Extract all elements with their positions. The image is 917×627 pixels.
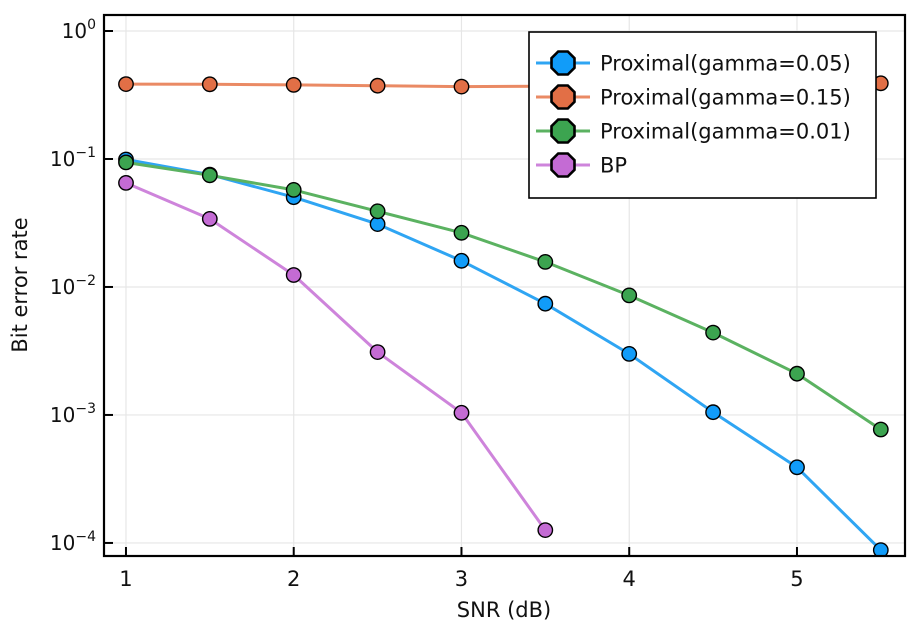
data-point-marker bbox=[118, 154, 134, 171]
series-Proximal(gamma=0.05) bbox=[118, 151, 889, 556]
legend-marker-octagon-icon bbox=[550, 152, 576, 178]
data-point-marker bbox=[453, 252, 470, 269]
data-point-marker bbox=[369, 344, 386, 360]
legend: Proximal(gamma=0.05) Proximal(gamma=0.15)… bbox=[528, 31, 877, 199]
data-point-marker bbox=[285, 77, 302, 93]
series-layer bbox=[118, 75, 889, 556]
x-tick-label: 5 bbox=[790, 567, 803, 591]
data-point-marker bbox=[285, 181, 302, 198]
legend-box bbox=[528, 31, 877, 199]
y-tick-label: 100 bbox=[62, 17, 96, 43]
legend-marker-octagon-icon bbox=[550, 118, 576, 144]
legend-label: BP bbox=[600, 154, 627, 178]
data-point-marker bbox=[621, 287, 638, 304]
legend-item-Proximal(gamma=0.01): Proximal(gamma=0.01) bbox=[536, 118, 851, 144]
data-point-marker bbox=[453, 404, 470, 421]
data-point-marker bbox=[789, 459, 805, 476]
axis-ticks bbox=[104, 29, 798, 556]
data-point-marker bbox=[537, 295, 554, 312]
legend-item-BP: BP bbox=[536, 152, 627, 178]
data-point-marker bbox=[285, 267, 302, 283]
x-tick-label: 2 bbox=[287, 567, 300, 591]
data-point-marker bbox=[453, 224, 470, 241]
legend-label: Proximal(gamma=0.01) bbox=[600, 120, 851, 144]
data-point-marker bbox=[118, 76, 134, 93]
legend-marker-octagon-icon bbox=[550, 50, 576, 76]
x-axis-label: SNR (dB) bbox=[457, 598, 551, 622]
legend-item-Proximal(gamma=0.05): Proximal(gamma=0.05) bbox=[536, 50, 851, 76]
data-point-marker bbox=[705, 324, 721, 341]
data-point-marker bbox=[201, 210, 218, 227]
y-axis-label: Bit error rate bbox=[8, 217, 32, 352]
series-line bbox=[124, 158, 883, 552]
legend-marker-octagon-icon bbox=[550, 84, 576, 110]
tick-labels: 1 2 3 4 5 100 10−1 10−2 10−3 10−4 bbox=[50, 17, 804, 591]
y-tick-label: 10−2 bbox=[50, 273, 96, 299]
data-point-marker bbox=[369, 203, 386, 220]
y-tick-label: 10−3 bbox=[50, 401, 96, 427]
data-point-marker bbox=[201, 167, 218, 184]
series-line bbox=[124, 160, 883, 431]
x-tick-label: 4 bbox=[623, 567, 636, 591]
data-point-marker bbox=[705, 404, 721, 421]
data-point-marker bbox=[789, 365, 805, 382]
gridlines bbox=[104, 15, 905, 556]
legend-item-Proximal(gamma=0.15): Proximal(gamma=0.15) bbox=[536, 84, 851, 110]
series-Proximal(gamma=0.01) bbox=[118, 154, 889, 438]
legend-label: Proximal(gamma=0.05) bbox=[600, 52, 851, 76]
series-line bbox=[124, 181, 547, 532]
data-point-marker bbox=[621, 345, 638, 362]
y-tick-label: 10−4 bbox=[50, 529, 96, 555]
data-point-marker bbox=[369, 77, 386, 94]
series-BP bbox=[118, 174, 554, 538]
data-point-marker bbox=[537, 253, 554, 270]
data-point-marker bbox=[537, 522, 554, 538]
plot-border bbox=[102, 13, 907, 558]
data-point-marker bbox=[453, 78, 470, 95]
data-point-marker bbox=[872, 542, 889, 556]
data-point-marker bbox=[118, 174, 134, 191]
data-point-marker bbox=[872, 421, 889, 438]
plot-frame bbox=[102, 13, 907, 558]
x-tick-label: 3 bbox=[455, 567, 468, 591]
y-tick-label: 10−1 bbox=[50, 145, 96, 171]
data-point-marker bbox=[201, 76, 218, 93]
x-tick-label: 1 bbox=[119, 567, 132, 591]
legend-label: Proximal(gamma=0.15) bbox=[600, 86, 851, 110]
